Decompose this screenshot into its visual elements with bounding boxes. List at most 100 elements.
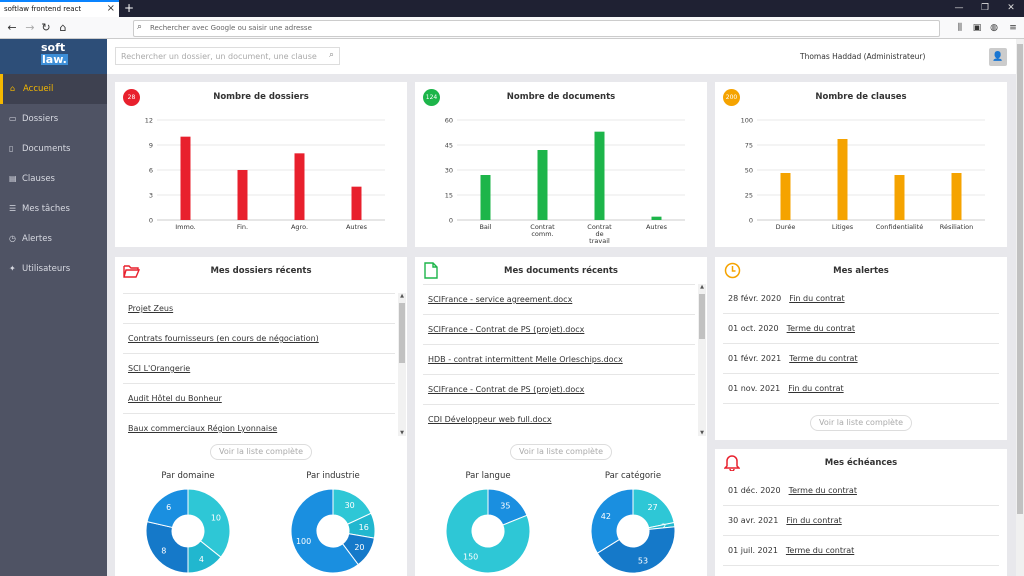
library-icon[interactable]: ⫼: [957, 23, 963, 33]
recent-dossiers-card: Mes dossiers récents Projet Zeus Contrats…: [115, 257, 407, 576]
bar[interactable]: [837, 139, 848, 220]
sidebar-item-label: Dossiers: [22, 114, 59, 124]
pie-slice[interactable]: [290, 488, 359, 574]
pie-title-industrie: Par industrie: [306, 471, 360, 481]
bar[interactable]: [537, 150, 548, 220]
pie-slice[interactable]: [590, 488, 634, 554]
close-window-icon[interactable]: ✕: [1007, 3, 1015, 13]
bar[interactable]: [894, 175, 905, 220]
x-tick-label: Contrat de travail: [587, 223, 612, 245]
list-item[interactable]: SCIFrance - Contrat de PS (projet).docx: [423, 374, 695, 404]
new-tab-icon[interactable]: +: [124, 1, 135, 15]
pie-value-label: 6: [166, 503, 171, 512]
list-item[interactable]: CDI Développeur web full.docx: [423, 404, 695, 434]
documents-view-all-button[interactable]: Voir la liste complète: [510, 444, 612, 460]
alertes-card: Mes alertes 28 févr. 2020 Fin du contrat 0…: [715, 257, 1007, 440]
user-name[interactable]: Thomas Haddad (Administrateur): [800, 52, 926, 61]
page-scroll-thumb[interactable]: [1017, 44, 1023, 514]
bar[interactable]: [294, 153, 305, 220]
forward-icon[interactable]: →: [25, 21, 35, 34]
reload-icon[interactable]: ↻: [41, 21, 51, 34]
list-item[interactable]: Contrats fournisseurs (en cours de négoc…: [123, 323, 395, 353]
list-item[interactable]: SCIFrance - Contrat de PS (projet).docx: [423, 314, 695, 344]
search-icon: ⌕: [137, 22, 143, 32]
sidebar-item-label: Mes tâches: [22, 204, 70, 214]
list-item[interactable]: Projet Zeus: [123, 293, 395, 323]
list-item[interactable]: Baux commerciaux Région Lyonnaise: [123, 413, 395, 443]
bar[interactable]: [594, 131, 605, 220]
scroll-up-icon[interactable]: ▲: [700, 284, 704, 290]
recent-documents-card: Mes documents récents SCIFrance - servic…: [415, 257, 707, 576]
list-item[interactable]: HDB - contrat intermittent Melle Orlesch…: [423, 344, 695, 374]
dossiers-scroll-thumb[interactable]: [399, 303, 405, 363]
dossiers-scrollbar[interactable]: ▲ ▼: [398, 293, 406, 436]
x-tick-label: Litiges: [832, 223, 854, 231]
documents-bar-chart: 0 15 30 45 60 Bail Contrat comm. Contrat de travai…: [445, 117, 685, 245]
alert-link[interactable]: Terme du contrat: [788, 486, 857, 495]
pie-chart-langue: 35 150: [445, 488, 531, 574]
menu-icon[interactable]: ≡: [1009, 23, 1017, 33]
dossiers-count-badge: 28: [123, 89, 140, 106]
bar[interactable]: [180, 136, 191, 220]
search-placeholder: Rechercher un dossier, un document, une …: [121, 52, 317, 61]
pie-slice[interactable]: [596, 526, 676, 574]
bar[interactable]: [480, 175, 491, 220]
pie-slice[interactable]: [146, 488, 189, 529]
x-tick-label: Durée: [776, 223, 796, 231]
alert-link[interactable]: Fin du contrat: [789, 294, 845, 303]
alert-link[interactable]: Fin du contrat: [786, 516, 842, 525]
pie-title-domaine: Par domaine: [161, 471, 215, 481]
sidebar-toggle-icon[interactable]: ▣: [972, 23, 982, 33]
sidebar-item-alertes[interactable]: ◷ Alertes: [0, 224, 107, 254]
home-browser-icon[interactable]: ⌂: [59, 21, 67, 34]
x-tick-label: Bail: [479, 223, 491, 231]
sidebar-item-label: Alertes: [22, 234, 52, 244]
bar[interactable]: [651, 216, 662, 220]
sidebar-item-clauses[interactable]: ▤ Clauses: [0, 164, 107, 194]
pie-slice[interactable]: [445, 488, 531, 574]
search-icon[interactable]: ⌕: [328, 50, 334, 60]
scroll-up-icon[interactable]: ▲: [400, 293, 404, 299]
page-scrollbar[interactable]: [1016, 39, 1024, 576]
search-input[interactable]: Rechercher un dossier, un document, une …: [115, 47, 340, 65]
extension-icon[interactable]: ◍: [990, 23, 998, 33]
sidebar-item-dossiers[interactable]: ▭ Dossiers: [0, 104, 107, 134]
y-tick-label: 45: [445, 142, 453, 150]
bar[interactable]: [237, 170, 248, 220]
clauses-bar-chart: 0 25 50 75 100 Durée Litiges Confidentialité Rés…: [741, 117, 985, 231]
back-icon[interactable]: ←: [7, 21, 17, 34]
alert-link[interactable]: Terme du contrat: [785, 546, 855, 555]
sidebar-item-utilisateurs[interactable]: ✦ Utilisateurs: [0, 254, 107, 284]
scroll-down-icon[interactable]: ▼: [400, 430, 404, 436]
bar[interactable]: [780, 173, 791, 220]
alert-link[interactable]: Terme du contrat: [789, 354, 858, 363]
sidebar-item-accueil[interactable]: ⌂ Accueil: [0, 74, 107, 104]
avatar[interactable]: 👤: [989, 48, 1007, 66]
browser-tab[interactable]: softlaw frontend react ×: [0, 0, 119, 17]
documents-count-badge: 124: [423, 89, 440, 106]
list-item[interactable]: SCIFrance - service agreement.docx: [423, 284, 695, 314]
bar[interactable]: [351, 186, 362, 220]
pie-value-label: 42: [601, 512, 611, 521]
bar[interactable]: [951, 173, 962, 220]
brand-logo[interactable]: soft law.: [0, 39, 107, 74]
pie-slice[interactable]: [187, 488, 231, 558]
documents-scrollbar[interactable]: ▲ ▼: [698, 284, 706, 436]
scroll-down-icon[interactable]: ▼: [700, 430, 704, 436]
documents-scroll-thumb[interactable]: [699, 294, 705, 339]
minimize-icon[interactable]: —: [954, 3, 964, 13]
list-item[interactable]: SCI L'Orangerie: [123, 353, 395, 383]
list-item[interactable]: Audit Hôtel du Bonheur: [123, 383, 395, 413]
restore-icon[interactable]: ❐: [980, 3, 990, 13]
url-bar[interactable]: ⌕ Rechercher avec Google ou saisir une a…: [133, 20, 940, 37]
close-tab-icon[interactable]: ×: [106, 3, 115, 14]
alert-row: 01 déc. 2020 Terme du contrat: [723, 476, 999, 506]
sidebar-item-label: Utilisateurs: [22, 264, 71, 274]
sidebar-item-mes-t-ches[interactable]: ☰ Mes tâches: [0, 194, 107, 224]
pie-slice[interactable]: [145, 521, 189, 574]
alert-link[interactable]: Terme du contrat: [786, 324, 855, 333]
alert-link[interactable]: Fin du contrat: [788, 384, 844, 393]
sidebar-item-documents[interactable]: ▯ Documents: [0, 134, 107, 164]
alertes-view-all-button[interactable]: Voir la liste complète: [810, 415, 912, 431]
dossiers-view-all-button[interactable]: Voir la liste complète: [210, 444, 312, 460]
